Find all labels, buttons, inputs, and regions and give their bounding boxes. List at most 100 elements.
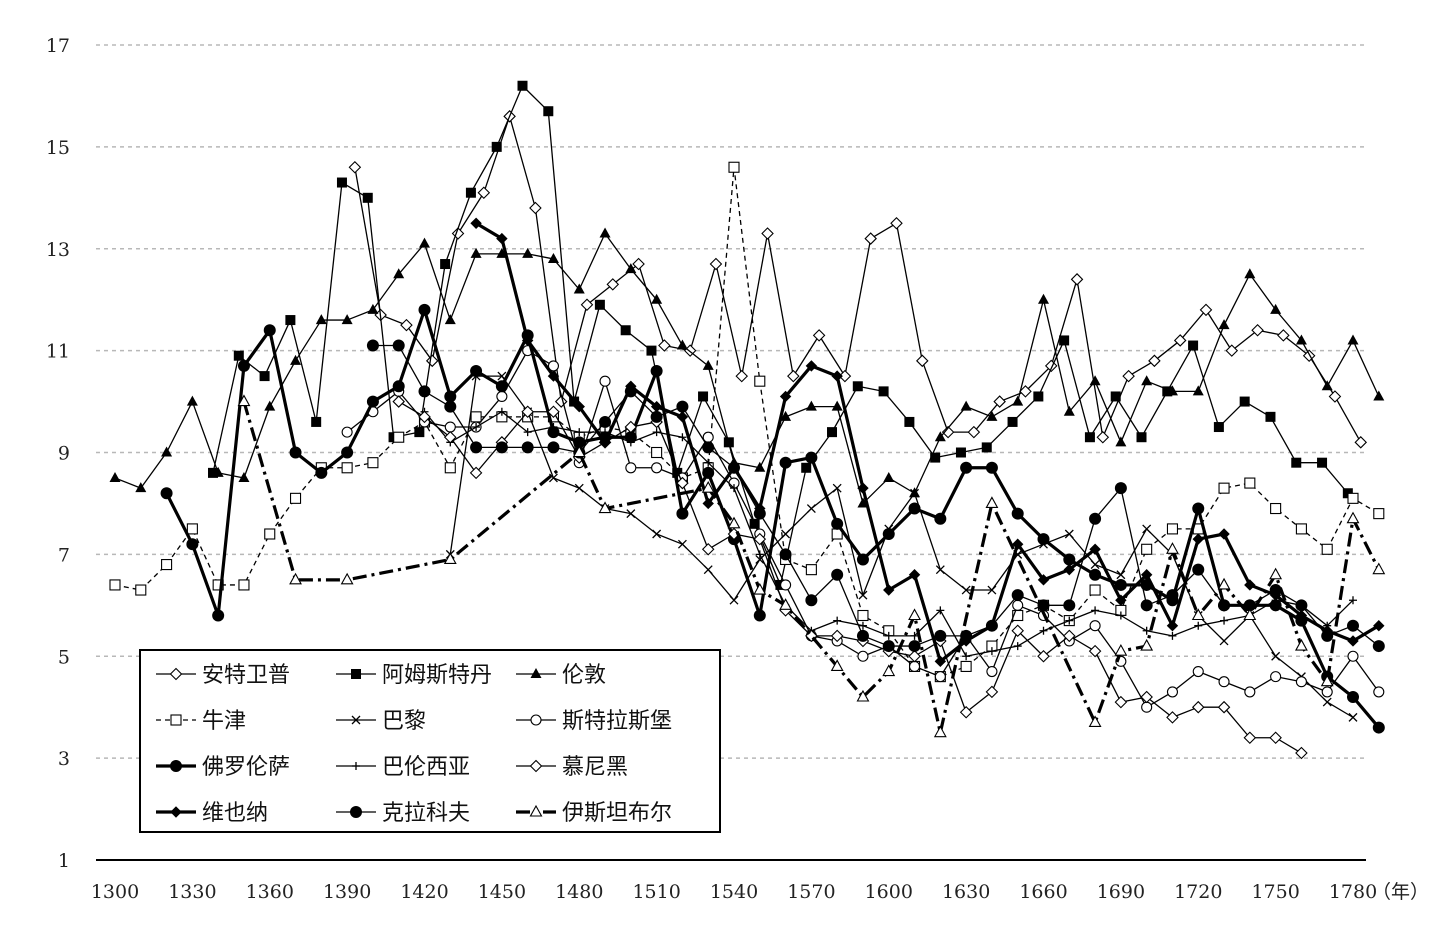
data-point [1063,553,1076,566]
data-point [812,329,826,342]
data-point [878,386,889,397]
data-point [620,325,631,336]
y-tick-label: 3 [58,748,70,770]
data-point [1194,621,1203,630]
data-point [1168,631,1177,640]
data-point [547,370,560,382]
data-point [831,400,843,411]
data-point [1270,671,1282,683]
data-point [908,660,921,672]
data-point [1089,620,1101,632]
data-point [496,232,508,245]
data-point [1065,616,1074,625]
data-point [698,391,709,402]
data-point [444,390,457,403]
data-point [497,407,506,416]
data-point [1291,457,1302,468]
data-point [864,232,877,245]
data-point [237,394,251,407]
data-point [1373,508,1385,520]
legend-marker [351,669,361,679]
x-axis-tick-labels: 1300 1330 1360 1390 1420 1450 1480 1510 1540 1570… [91,881,1377,903]
data-point [1192,533,1204,545]
legend-item: 牛津 [156,709,246,734]
data-point [1162,386,1173,397]
data-point [1116,611,1125,620]
data-point [652,428,661,437]
data-point [624,385,637,398]
data-point [805,360,818,372]
data-point [916,354,929,368]
data-point [1251,323,1264,337]
data-point [831,370,843,382]
data-point [517,80,528,91]
data-point [1192,385,1204,396]
data-point [599,436,611,449]
data-point [1059,335,1070,346]
data-point [1011,507,1024,520]
legend-marker [529,804,543,817]
data-point [1115,436,1127,447]
legend-label: 伊斯坦布尔 [562,801,672,826]
data-point [1037,533,1050,546]
series-9 [392,395,1308,760]
data-point [1271,651,1281,661]
data-point [709,257,723,271]
data-point [1114,695,1128,709]
data-point [212,466,224,477]
legend-label: 安特卫普 [202,663,290,688]
data-point [1243,608,1257,621]
data-point [135,584,147,596]
data-point [986,410,998,421]
legend-marker [529,759,543,773]
x-tick-label: 1720 [1174,881,1222,903]
data-point [890,217,903,230]
data-point [830,629,844,643]
legend-marker [352,762,360,770]
data-point [1320,674,1334,687]
data-point [1295,523,1307,535]
data-point [1191,608,1205,621]
data-point [367,457,379,469]
data-point [1096,430,1110,444]
series-line [372,344,1380,647]
data-point [543,106,554,117]
data-point [599,375,611,387]
data-point [753,582,767,595]
data-point [658,339,671,352]
data-point [1141,701,1153,713]
data-point [1354,436,1368,449]
series-1 [348,110,1368,449]
data-point [1295,334,1307,345]
data-point [831,568,844,581]
data-point [599,227,611,238]
data-point [780,410,792,421]
data-point [1114,482,1127,495]
data-point [935,565,945,575]
data-point [109,579,121,591]
y-tick-label: 7 [58,544,70,566]
data-point [573,436,586,449]
data-point [941,425,955,439]
data-point [1142,524,1152,534]
data-point [1322,697,1332,707]
data-point [987,647,996,656]
series-layer [109,80,1386,760]
data-point [580,298,594,312]
data-point [601,428,610,437]
data-point [676,400,689,413]
series-line [114,166,1380,678]
data-point [1321,686,1333,698]
data-point [1192,563,1205,576]
data-point [1089,375,1101,386]
data-point [1091,606,1100,615]
legend-box [139,649,721,833]
data-point [624,431,637,444]
x-tick-label: 1510 [632,881,680,903]
data-point [238,579,250,591]
data-point [529,201,542,215]
data-point [955,447,966,458]
y-tick-label: 1 [58,850,70,872]
